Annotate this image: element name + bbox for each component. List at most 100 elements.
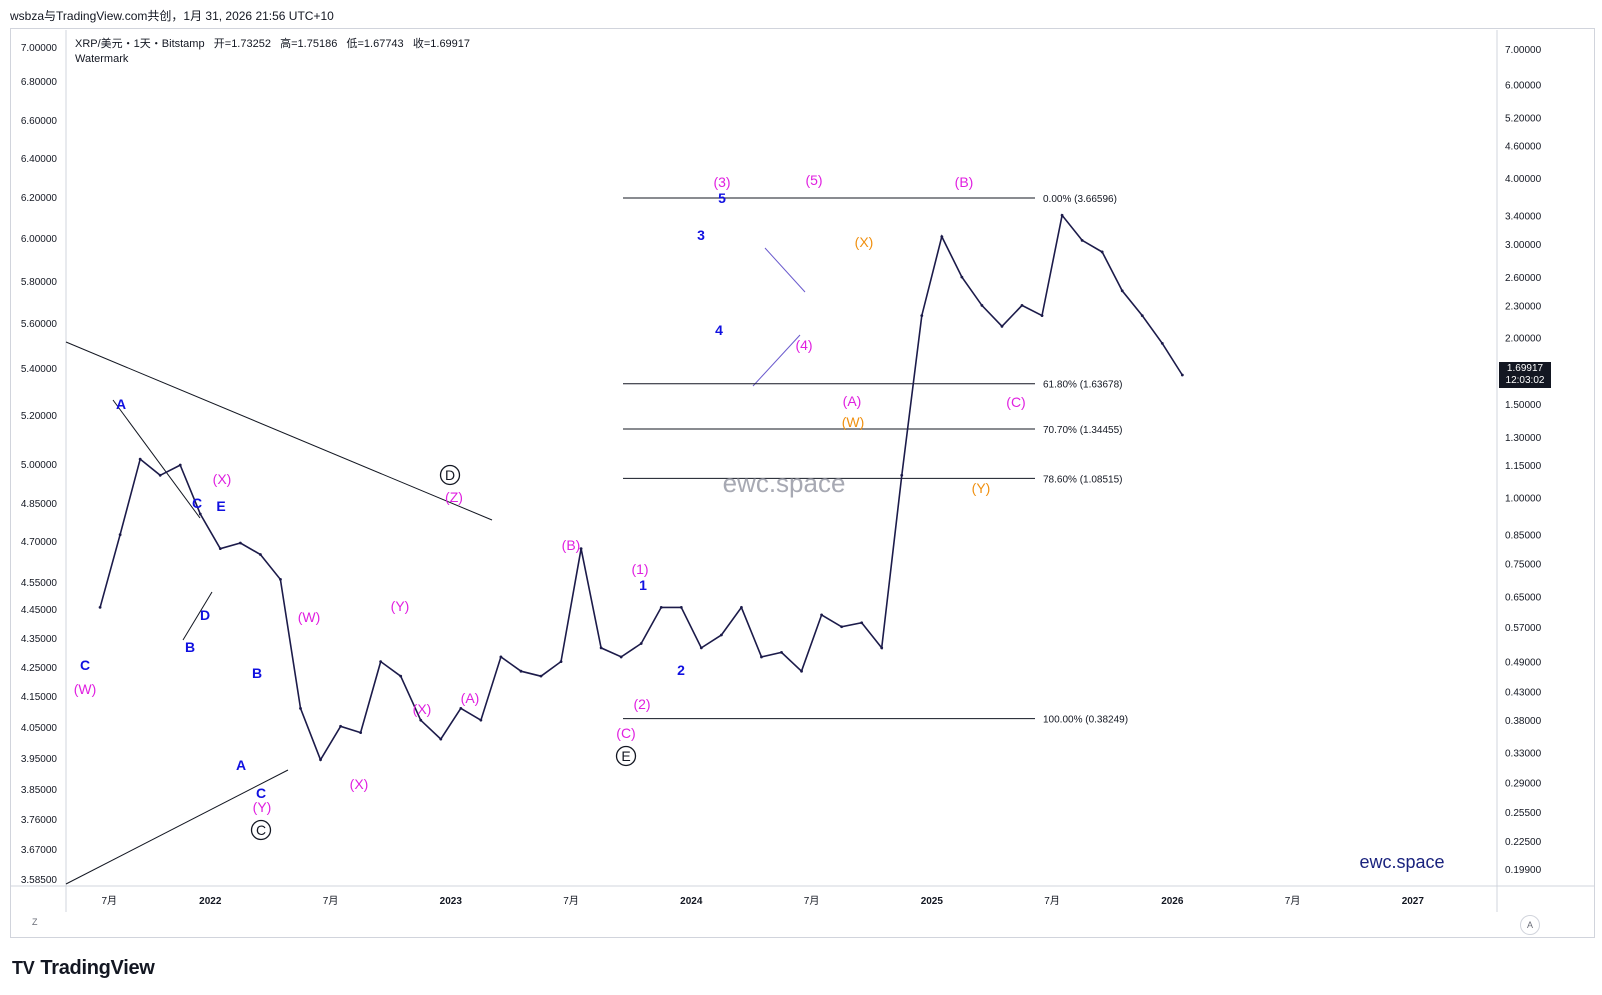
wave-label: (1) — [631, 561, 648, 577]
left-axis-tick-label: 6.20000 — [21, 193, 58, 204]
wave-label: (C) — [616, 725, 635, 741]
price-point — [299, 706, 302, 710]
right-axis-tick-label: 0.33000 — [1505, 749, 1542, 760]
wave-label: (2) — [633, 696, 650, 712]
price-point — [479, 718, 483, 722]
price-point — [599, 646, 603, 650]
triangle-lower-trendline — [65, 769, 289, 885]
left-axis-tick-label: 4.15000 — [21, 692, 58, 703]
wave-label: C — [256, 822, 266, 838]
fib-level-label: 78.60% (1.08515) — [1043, 474, 1123, 485]
wave-label: D — [200, 607, 210, 623]
wave-label: (Y) — [391, 598, 410, 614]
wave-label: 2 — [677, 662, 685, 678]
left-axis-tick-label: 4.70000 — [21, 537, 58, 548]
price-point — [719, 633, 723, 637]
left-axis-tick-label: 5.40000 — [21, 364, 58, 375]
x-axis-tick-label: 2027 — [1402, 896, 1425, 907]
price-point — [559, 660, 563, 663]
x-axis-tick-label: 7月 — [563, 895, 579, 907]
left-axis-tick-label: 5.00000 — [21, 460, 58, 471]
x-axis-tick-label: 2025 — [921, 896, 944, 907]
price-point — [820, 613, 823, 617]
tradingview-logo[interactable]: TV TradingView — [12, 957, 155, 980]
wave-label: (X) — [350, 776, 369, 792]
auto-scale-button[interactable]: A — [1520, 915, 1540, 935]
price-point — [760, 655, 763, 659]
right-axis-tick-label: 0.22500 — [1505, 837, 1542, 848]
right-axis-tick-label: 4.60000 — [1505, 142, 1542, 153]
left-axis-tick-label: 4.35000 — [21, 634, 58, 645]
price-point — [178, 463, 182, 467]
right-axis-tick-label: 5.20000 — [1505, 113, 1542, 124]
wave-label: C — [192, 495, 202, 511]
right-axis-tick-label: 0.57000 — [1505, 623, 1542, 634]
tradingview-icon: TV — [12, 958, 35, 978]
wave-label: (Y) — [253, 799, 272, 815]
wave-label: C — [256, 785, 266, 801]
price-point — [740, 605, 743, 609]
left-axis-tick-label: 3.58500 — [21, 875, 58, 886]
price-point — [659, 605, 663, 609]
x-axis-tick-label: 7月 — [1044, 895, 1060, 907]
right-axis-tick-label: 0.43000 — [1505, 688, 1542, 699]
x-axis-tick-label: 7月 — [323, 895, 339, 907]
last-price-badge: 1.69917 12:03:02 — [1499, 362, 1551, 388]
price-point — [319, 758, 322, 762]
wedge-upper-line — [112, 399, 201, 519]
wave-label-circle — [615, 745, 637, 767]
tradingview-wordmark: TradingView — [40, 957, 155, 979]
right-axis-tick-label: 3.40000 — [1505, 211, 1542, 222]
left-axis-tick-label: 4.45000 — [21, 605, 58, 616]
wave-label: B — [252, 665, 262, 681]
right-axis-tick-label: 1.30000 — [1505, 433, 1542, 444]
price-point — [379, 660, 383, 663]
right-axis-tick-label: 0.85000 — [1505, 531, 1542, 542]
fib-level-label: 70.70% (1.34455) — [1043, 425, 1123, 436]
wave-label: (5) — [805, 172, 822, 188]
price-point — [699, 646, 703, 650]
right-axis-tick-label: 1.50000 — [1505, 400, 1542, 411]
wave-label: 1 — [639, 577, 647, 593]
wave-label: (W) — [74, 681, 97, 697]
left-axis-tick-label: 4.85000 — [21, 499, 58, 510]
price-point — [259, 553, 262, 556]
wave-label: (Z) — [445, 489, 463, 505]
symbol-title[interactable]: XRP/美元・1天・Bitstamp — [75, 38, 205, 50]
x-axis-tick-label: 2024 — [680, 896, 703, 907]
left-axis-tick-label: 5.60000 — [21, 319, 58, 330]
open-label: 开 — [213, 38, 225, 50]
left-axis-tick-label: 4.05000 — [21, 723, 58, 734]
right-axis-tick-label: 3.00000 — [1505, 240, 1542, 251]
low-label: 低 — [346, 38, 358, 50]
price-point — [1080, 238, 1084, 242]
z-button[interactable]: Z — [32, 917, 38, 927]
wave4-upper-line — [764, 247, 806, 293]
wave-label: (W) — [842, 414, 865, 430]
right-axis-tick-label: 0.65000 — [1505, 592, 1542, 603]
price-point — [459, 706, 463, 710]
price-point — [419, 718, 423, 722]
wedge-lower-line — [182, 591, 213, 641]
price-point — [198, 512, 202, 516]
close-label: 收 — [412, 38, 424, 50]
price-point — [980, 303, 984, 307]
price-point — [619, 655, 623, 659]
right-axis-tick-label: 1.00000 — [1505, 493, 1542, 504]
wave-label: (W) — [298, 609, 321, 625]
wave-label: (B) — [955, 174, 974, 190]
watermark-legend[interactable]: Watermark — [75, 53, 129, 65]
price-point — [860, 621, 864, 625]
right-axis-tick-label: 4.00000 — [1505, 174, 1542, 185]
wave4-lower-line — [752, 334, 801, 387]
right-axis-tick-label: 6.00000 — [1505, 80, 1542, 91]
wave-label: C — [80, 657, 90, 673]
price-point — [399, 674, 403, 678]
price-point — [218, 547, 222, 551]
close-value: =1.69917 — [423, 38, 471, 50]
wave-label: (A) — [843, 393, 862, 409]
left-axis-tick-label: 6.00000 — [21, 234, 58, 245]
wave-label: B — [185, 639, 195, 655]
corner-watermark: ewc.space — [1359, 852, 1444, 872]
